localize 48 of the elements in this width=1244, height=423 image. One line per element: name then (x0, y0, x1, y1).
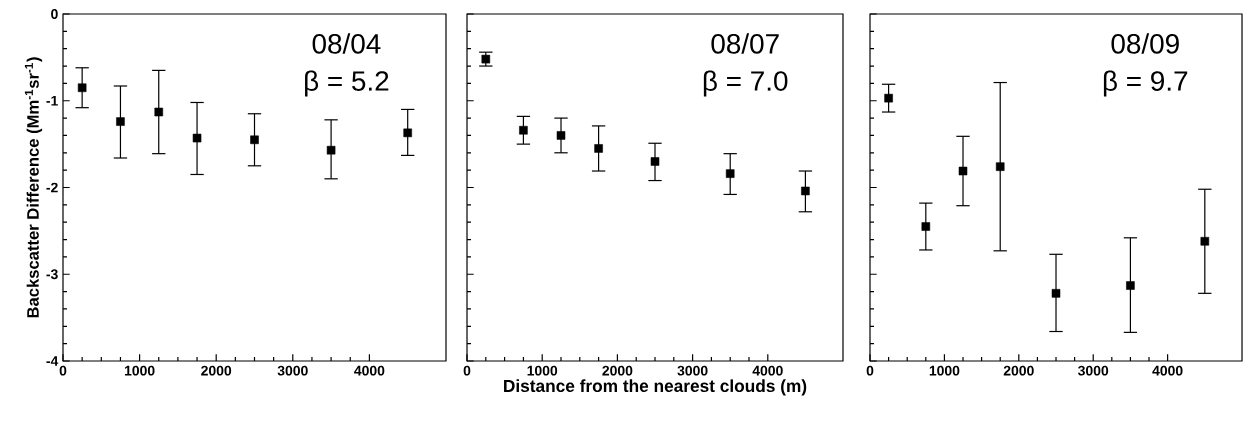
x-tick-label: 1000 (527, 365, 558, 376)
x-tick-label: 2000 (1003, 365, 1034, 376)
point (519, 125, 528, 135)
x-tick-label: 4000 (752, 365, 783, 376)
x-tick-label: 0 (866, 365, 874, 376)
annotation: 08/04 (312, 33, 381, 54)
annotation: β = 7.0 (703, 70, 788, 97)
point (884, 93, 893, 103)
point (556, 131, 566, 140)
point (403, 128, 412, 138)
x-tick-label: 4000 (354, 365, 385, 376)
annotation: 08/09 (1111, 33, 1179, 54)
x-tick-label: 3000 (677, 365, 708, 376)
x-tick-label: 2000 (201, 365, 232, 376)
point (77, 83, 87, 92)
x-tick-label: 3000 (1078, 365, 1109, 376)
x-axis-title: Distance from the nearest clouds (m) (504, 379, 807, 396)
annotation: β = 5.2 (305, 70, 389, 97)
x-tick-label: 3000 (277, 365, 308, 376)
point (1200, 237, 1210, 246)
point (995, 162, 1005, 171)
point (250, 135, 259, 145)
x-tick-label: 2000 (602, 365, 633, 376)
y-tick-label: -4 (46, 356, 59, 366)
point (650, 157, 660, 166)
point (801, 186, 810, 196)
y-tick-label: -2 (46, 182, 58, 193)
x-tick-label: 1000 (929, 365, 960, 376)
point (725, 169, 735, 178)
point (1051, 289, 1061, 298)
x-tick-label: 4000 (1152, 365, 1183, 376)
point (921, 222, 931, 231)
y-tick-label: 0 (51, 9, 58, 19)
point (594, 144, 603, 153)
point (326, 145, 336, 155)
point (192, 133, 202, 143)
point (116, 117, 125, 126)
y-axis-title: Backscatter Difference (Mm$^{-1}$sr$^{-1}$) (24, 57, 43, 318)
y-tick-label: -3 (46, 269, 58, 280)
x-tick-label: 0 (59, 365, 67, 376)
point (1126, 281, 1135, 290)
point (154, 107, 164, 117)
y-tick-label: -1 (46, 95, 58, 106)
x-tick-label: 1000 (124, 365, 155, 376)
annotation: β = 9.7 (1103, 70, 1188, 97)
x-tick-label: 0 (463, 365, 471, 376)
annotation: 08/07 (711, 33, 779, 54)
point (958, 166, 968, 176)
